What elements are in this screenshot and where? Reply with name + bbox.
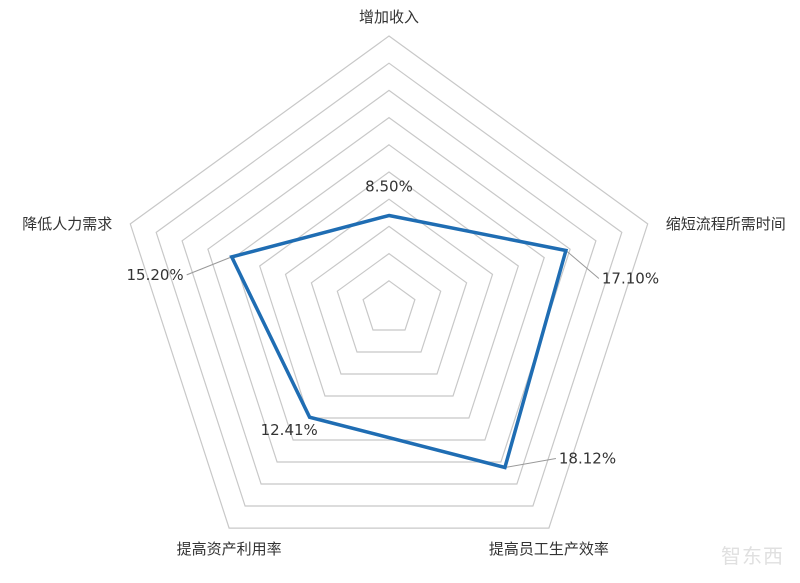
category-label-1: 缩短流程所需时间 [666, 215, 786, 233]
data-point-0 [387, 214, 391, 217]
leader-line-2 [504, 458, 556, 468]
category-label-0: 增加收入 [359, 8, 419, 26]
value-label-4: 15.20% [126, 266, 183, 284]
leader-line-1 [565, 250, 600, 279]
radar-series [229, 213, 569, 470]
grid-ring-4 [284, 198, 494, 397]
radar-grid [129, 35, 649, 529]
data-point-1 [564, 249, 568, 252]
value-label-0: 8.50% [365, 178, 413, 196]
grid-ring-8 [181, 89, 597, 485]
grid-ring-10 [129, 35, 649, 529]
value-leader-lines [186, 250, 600, 468]
data-point-2 [503, 466, 507, 469]
grid-ring-7 [207, 116, 571, 463]
watermark-logo: 智东西 [721, 544, 784, 568]
grid-ring-2 [336, 252, 442, 353]
grid-ring-9 [155, 62, 623, 507]
data-point-4 [230, 255, 234, 259]
category-label-3: 提高资产利用率 [177, 540, 282, 558]
grid-ring-6 [233, 144, 545, 441]
category-label-2: 提高员工生产效率 [489, 540, 609, 558]
value-label-3: 12.41% [261, 421, 318, 439]
category-label-4: 降低人力需求 [22, 215, 112, 233]
value-label-2: 18.12% [559, 450, 616, 468]
leader-line-4 [186, 256, 232, 276]
data-point-3 [308, 415, 312, 419]
grid-ring-3 [310, 225, 468, 375]
value-label-1: 17.10% [602, 270, 659, 288]
grid-ring-1 [362, 280, 416, 331]
series-polygon [229, 213, 569, 470]
grid-ring-5 [258, 171, 520, 419]
